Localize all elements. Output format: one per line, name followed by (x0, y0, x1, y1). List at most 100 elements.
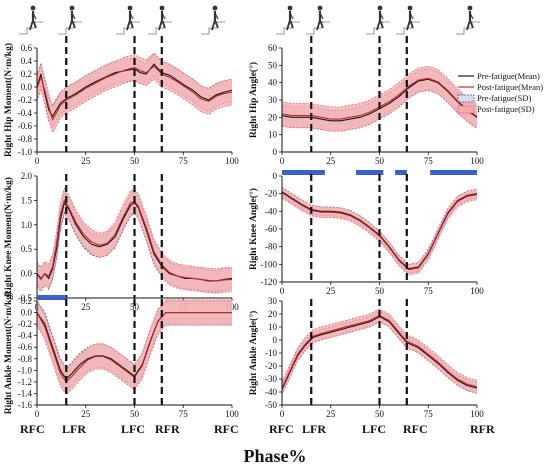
leg-icon (126, 19, 131, 31)
significance-bar (395, 170, 407, 175)
arm-icon (214, 12, 219, 20)
panel-hip-moment: 0.6 0.4 0.2 0.0 -0.2 -0.4 -0.6 -0.8 -1.00 25 50 75 1… (3, 36, 239, 166)
head-icon (317, 5, 323, 11)
arm-icon (289, 12, 294, 20)
head-icon (377, 5, 383, 11)
y-tick-label: -40 (265, 387, 277, 397)
x-tick-label: 50 (375, 156, 385, 166)
y-tick-label: -0.5 (18, 293, 33, 303)
x-tick-label: 75 (424, 286, 434, 296)
event-label: RFR (470, 422, 495, 436)
sd-band-post (282, 66, 477, 132)
x-tick-label: 50 (375, 409, 385, 419)
x-tick-label: 25 (326, 286, 336, 296)
legend-item-post-mean: Post-fatigue(Mean) (458, 82, 543, 92)
event-label: RFC (403, 422, 428, 436)
sd-edge-upper (36, 299, 232, 370)
mean-line-pre (281, 315, 478, 390)
head-icon (127, 5, 133, 11)
x-tick-label: 100 (225, 156, 239, 166)
y-tick-label: -60 (265, 224, 277, 234)
x-tick-label: 75 (179, 409, 189, 419)
leg-icon (286, 19, 291, 31)
x-tick-label: 100 (470, 409, 484, 419)
y-tick-label: 40 (268, 78, 278, 88)
arm-icon (409, 12, 414, 20)
x-tick-label: 50 (130, 409, 140, 419)
y-tick-label: 20 (268, 112, 278, 122)
y-tick-label: 50 (268, 60, 278, 70)
panel-ankle-moment: 0.2 0.0-0.2 -0.4-0.6 -0.8-1.0 -1.2-1.4 -1.60 2… (3, 292, 239, 419)
walker-icon (148, 5, 172, 35)
leg-icon (68, 19, 73, 31)
right-event-labels: RFC LFR LFC RFC RFR (269, 422, 495, 436)
leg-icon (466, 19, 471, 31)
y-tick-label: -0.2 (18, 95, 32, 105)
mean-line-pre (36, 63, 233, 118)
mean-line-post (281, 314, 478, 389)
legend-item-post-sd: Post-fatigue(SD) (457, 104, 535, 114)
event-label: RFC (20, 422, 45, 436)
walker-icon (116, 5, 140, 35)
y-tick-label: 30 (268, 95, 278, 105)
y-tick-label: 10 (268, 130, 278, 140)
y-axis-label: Right Ankle Angle(°) (248, 311, 259, 396)
walker-icon (396, 5, 420, 35)
walker-icon (19, 5, 43, 35)
leg-icon (406, 19, 411, 31)
sd-edge-lower (36, 78, 233, 134)
y-tick-label: -30 (265, 374, 277, 384)
y-tick-label: 1.0 (21, 220, 33, 230)
y-tick-label: -0.4 (18, 331, 33, 341)
event-label: LFR (302, 422, 326, 436)
head-icon (69, 5, 75, 11)
arm-icon (32, 12, 37, 20)
legend-label: Pre-fatigue(Mean) (477, 71, 540, 81)
gait-silhouettes-right (276, 5, 480, 35)
y-tick-label: -100 (261, 259, 278, 269)
leg-icon (379, 19, 384, 29)
y-tick-label: -40 (265, 206, 277, 216)
y-tick-label: -10 (265, 348, 277, 358)
y-tick-label: -0.2 (18, 319, 32, 329)
y-tick-label: -0.6 (18, 342, 33, 352)
leg-icon (469, 19, 474, 29)
y-tick-label: 0 (273, 171, 278, 181)
walker-icon (456, 5, 480, 35)
legend-label: Post-fatigue(Mean) (477, 82, 543, 92)
mean-line-post (281, 192, 478, 271)
x-tick-label: 0 (35, 409, 40, 419)
x-tick-label: 25 (326, 156, 336, 166)
x-tick-label: 75 (424, 156, 434, 166)
y-tick-label: 10 (268, 322, 278, 332)
y-tick-label: -0.8 (18, 354, 33, 364)
y-tick-label: 0.6 (21, 43, 33, 53)
significance-bar (37, 295, 67, 300)
arm-icon (319, 12, 324, 20)
y-axis-label: Right Ankle Moment(N·m/kg) (3, 292, 14, 414)
arm-icon (379, 12, 384, 20)
arm-icon (129, 12, 134, 20)
significance-bar (282, 170, 325, 175)
x-tick-label: 100 (225, 409, 239, 419)
x-axis-title: Phase% (244, 446, 307, 466)
leg-icon (158, 19, 163, 31)
walker-icon (366, 5, 390, 35)
y-tick-label: 0.4 (21, 56, 33, 66)
sd-band-post (37, 299, 232, 395)
event-label: RFC (269, 422, 294, 436)
sd-edge-lower (36, 211, 233, 294)
y-tick-label: -20 (265, 361, 277, 371)
sd-edge-lower (36, 212, 233, 293)
legend: Pre-fatigue(Mean) Post-fatigue(Mean) Pre… (457, 71, 543, 114)
leg-icon (319, 19, 324, 29)
y-axis-label: Right Hip Angle(°) (248, 62, 259, 138)
y-tick-label: 60 (268, 43, 278, 53)
chart-panels: 0.60.40.20.0-0.2-0.4-0.6-0.8-1.00 25 50 75 1… (3, 36, 484, 419)
x-tick-label: 25 (81, 156, 91, 166)
x-tick-label: 75 (179, 156, 189, 166)
sd-band-post (282, 308, 477, 395)
sd-edge-lower (281, 321, 478, 395)
x-tick-label: 0 (35, 156, 40, 166)
